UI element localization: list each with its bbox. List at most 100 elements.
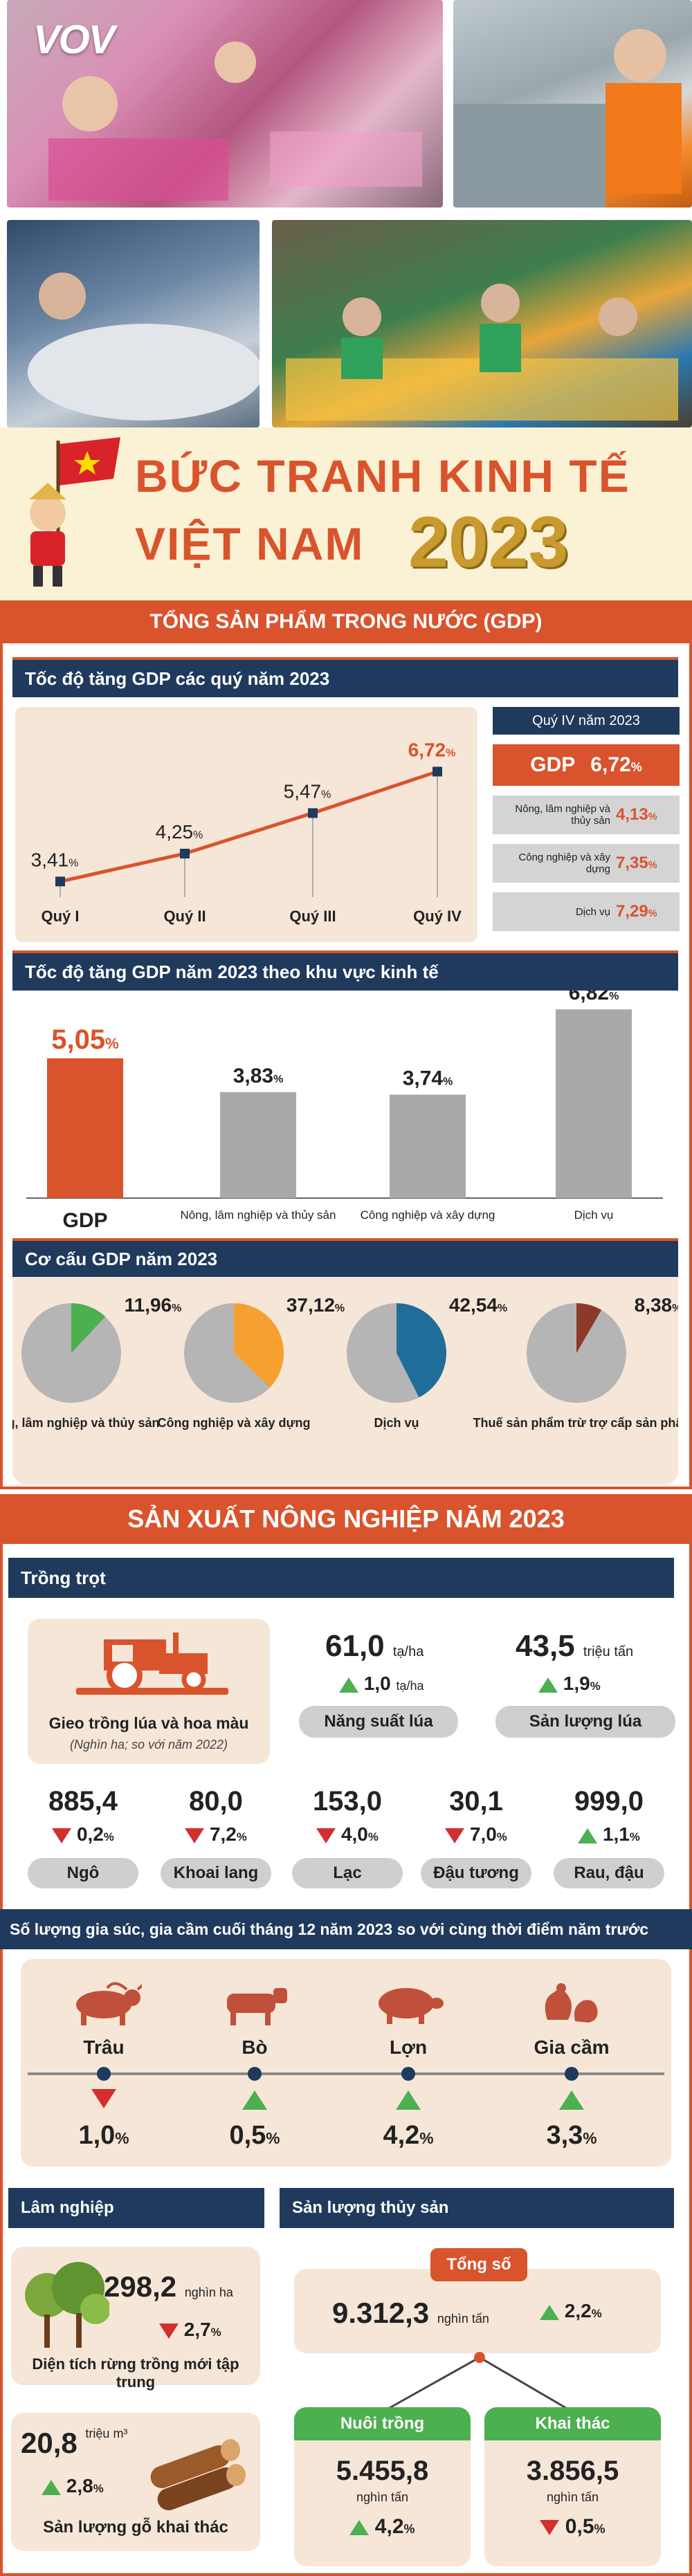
q4-row-label: Dịch vụ <box>575 905 610 918</box>
sector-bar-label: Dịch vụ <box>574 1208 614 1222</box>
vov-logo: VOV <box>33 17 115 62</box>
sector-bar-value: 3,74% <box>403 1067 453 1089</box>
sector-bar <box>220 1092 296 1198</box>
q4-box-title: Quý IV năm 2023 <box>493 707 680 735</box>
fishery-farmed-label: Nuôi trồng <box>294 2407 471 2440</box>
quarter-tick-label: Quý IV <box>413 908 462 925</box>
crop-value: 30,1 <box>449 1786 503 1816</box>
photo-garment-workers <box>7 0 443 208</box>
pie-slice <box>576 1303 602 1353</box>
gdp-point-marker <box>308 808 318 818</box>
pig-icon <box>370 1978 446 2027</box>
livestock-change: 3,3% <box>546 2121 597 2150</box>
crop-label: Rau, đậu <box>554 1858 664 1888</box>
up-arrow-icon <box>578 1828 598 1843</box>
pie-category-label: Dịch vụ <box>374 1416 419 1430</box>
down-arrow-icon <box>540 2520 560 2536</box>
sector-bar-value: 5,05% <box>51 1024 118 1055</box>
crop-value: 885,4 <box>48 1786 118 1816</box>
down-arrow-icon <box>159 2323 179 2339</box>
fishery-caught-value: 3.856,5 <box>526 2456 619 2486</box>
down-arrow-icon <box>91 2089 116 2108</box>
up-arrow-icon <box>396 2090 421 2110</box>
crop-change: 7,0% <box>414 1823 538 1846</box>
sector-bar-label: Nông, lâm nghiệp và thủy sản <box>181 1208 336 1222</box>
up-arrow-icon <box>538 1677 558 1693</box>
livestock-change: 4,2% <box>383 2121 434 2150</box>
fishery-header: Sản lượng thủy sản <box>280 2188 674 2228</box>
rice-output-change: 1,9% <box>538 1673 601 1695</box>
pie-slice <box>397 1303 447 1398</box>
fishery-total-label: Tổng số <box>430 2248 527 2281</box>
crop-label: Lạc <box>292 1858 403 1888</box>
logs-icon <box>142 2435 246 2514</box>
gdp-point-label: 5,47% <box>284 780 331 802</box>
crops-header: Trồng trọt <box>8 1558 674 1598</box>
up-arrow-icon <box>242 2090 267 2110</box>
q4-gdp-value: 6,72% <box>590 753 642 776</box>
pie-value-label: 37,12% <box>286 1294 345 1316</box>
up-arrow-icon <box>349 2520 370 2536</box>
gdp-point-marker <box>432 766 442 777</box>
rice-output-value: 43,5 triệu tấn <box>516 1629 634 1663</box>
fishery-total-change: 2,2% <box>540 2300 602 2322</box>
crop-label: Ngô <box>28 1858 138 1888</box>
livestock-dot <box>248 2067 262 2081</box>
crop-change: 7,2% <box>154 1823 278 1846</box>
forestry-area-label: Diện tích rừng trồng mới tập trung <box>32 2355 239 2391</box>
quarterly-line-chart: 3,41% Quý I 4,25% Quý II 5,47% Quý III 6,72% Qu… <box>31 739 462 925</box>
q4-gdp-label: GDP <box>530 753 576 776</box>
pie-category-label: Công nghiệp và xây dựng <box>157 1416 310 1430</box>
flag-mascot-icon <box>10 430 127 589</box>
structure-pie-charts: 11,96% Nông, lâm nghiệp và thủy sản 37,12%… <box>12 1294 678 1430</box>
q4-row-label: Công nghiệp và xây dựng <box>518 852 610 875</box>
quarterly-header: Tốc độ tăng GDP các quý năm 2023 <box>12 657 678 697</box>
sector-bar-value: 6,82% <box>569 991 619 1004</box>
cow-icon <box>217 1978 293 2027</box>
title-line2: VIỆT NAM <box>135 518 365 569</box>
livestock-label: Bò <box>242 2036 268 2058</box>
pie-category-label: Thuế sản phẩm trừ trợ cấp sản phẩm <box>473 1416 678 1430</box>
quarterly-chart-panel <box>15 707 477 942</box>
fishery-caught-unit: nghìn tấn <box>546 2490 599 2504</box>
crop-value: 80,0 <box>189 1786 243 1816</box>
livestock-label: Gia cầm <box>534 2036 610 2058</box>
tractor-icon <box>76 1626 228 1705</box>
fishery-total-value: 9.312,3 nghìn tấn <box>332 2297 489 2329</box>
livestock-axis <box>28 2072 664 2075</box>
title-year: 2023 <box>408 502 569 582</box>
photo-car-assembly <box>7 220 260 427</box>
pie-value-label: 42,54% <box>449 1294 507 1316</box>
gdp-point-marker <box>180 849 190 858</box>
rice-yield-value: 61,0 tạ/ha <box>325 1629 424 1663</box>
sector-bar-label: Công nghiệp và xây dựng <box>361 1208 495 1222</box>
fishery-farmed-change: 4,2% <box>294 2515 471 2539</box>
photo-assembly-line <box>272 220 692 427</box>
gdp-point-label: 6,72% <box>408 739 456 760</box>
crop-change: 1,1% <box>547 1823 671 1846</box>
forestry-area-value: 298,2 nghìn ha <box>104 2270 233 2303</box>
structure-header: Cơ cấu GDP năm 2023 <box>12 1238 678 1277</box>
quarter-tick-label: Quý I <box>41 908 79 925</box>
up-arrow-icon <box>339 1677 358 1693</box>
crop-change: 0,2% <box>21 1823 145 1846</box>
q4-row-label: Nông, lâm nghiệp và thủy sản <box>515 803 610 827</box>
down-arrow-icon <box>445 1828 465 1843</box>
q4-row-value: 7,29% <box>616 902 657 921</box>
agri-section-header: SẢN XUẤT NÔNG NGHIỆP NĂM 2023 <box>0 1494 692 1544</box>
fishery-connector <box>376 2352 579 2416</box>
crop-label: Khoai lang <box>161 1858 271 1888</box>
fishery-farmed-unit: nghìn tấn <box>356 2490 409 2504</box>
q4-row: Nông, lâm nghiệp và thủy sản 4,13% <box>493 795 680 834</box>
q4-row-value: 7,35% <box>616 854 657 872</box>
crop-value: 153,0 <box>312 1786 383 1816</box>
sector-bar <box>556 1009 632 1198</box>
q4-row-value: 4,13% <box>616 805 657 824</box>
livestock-dot <box>565 2067 579 2081</box>
livestock-label: Trâu <box>83 2036 125 2058</box>
gdp-line-series <box>60 770 438 883</box>
chicken-icon <box>534 1978 610 2027</box>
forestry-header: Lâm nghiệp <box>8 2188 264 2228</box>
title-line1: BỨC TRANH KINH TẾ <box>135 450 630 502</box>
livestock-dot <box>97 2067 111 2081</box>
